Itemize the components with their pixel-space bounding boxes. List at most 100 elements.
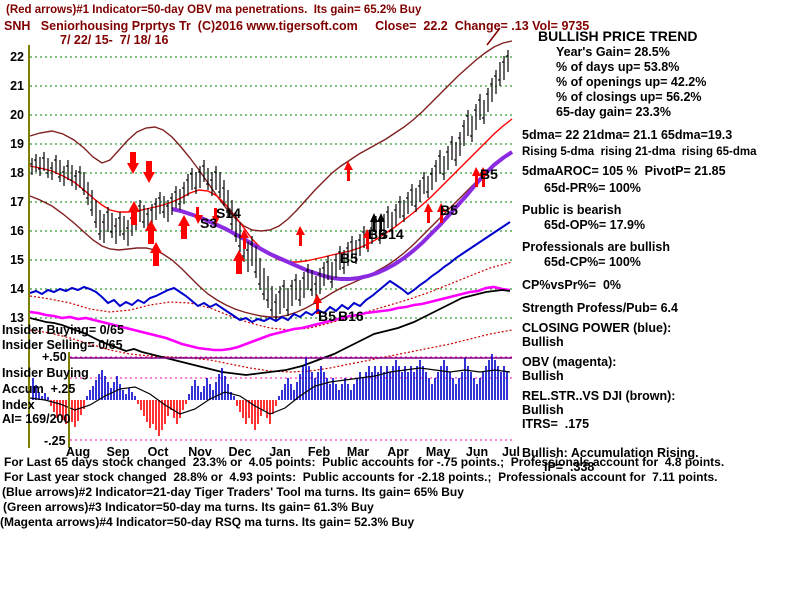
index-label: Index — [2, 398, 35, 412]
y-tick-14: 14 — [10, 282, 24, 296]
insider-selling-count-label: Insider Selling= 0/65 — [2, 338, 123, 352]
panel-ip-value: IP= .338 — [544, 460, 595, 474]
panel-strength-ratio: Strength Profess/Pub= 6.4 — [522, 301, 678, 315]
accum-minus-quarter-tick: -.25 — [44, 434, 66, 448]
sell-arrow-3 — [212, 208, 220, 225]
buy-arrow-3 — [150, 242, 162, 266]
signal-label-s3: S3 — [200, 215, 218, 231]
sell-arrow-1 — [127, 152, 139, 174]
header-slash-mark — [486, 27, 501, 46]
envelope-lower-band — [29, 151, 513, 318]
buy-arrow-7 — [296, 226, 305, 246]
signal-label-b5-e: B5 — [318, 308, 336, 324]
y-tick-13: 13 — [10, 311, 24, 325]
x-tick-jul: Jul — [501, 445, 521, 459]
y-tick-16: 16 — [10, 224, 24, 238]
panel-aroc-pivot: 5dmaAROC= 105 % PivotP= 21.85 — [522, 164, 726, 178]
ai-value-label: AI= 169/200 — [2, 412, 71, 426]
panel-title: BULLISH PRICE TREND — [538, 28, 698, 44]
y-tick-18: 18 — [10, 166, 24, 180]
ma-65-day-line — [171, 150, 514, 281]
buy-arrow-14 — [313, 294, 322, 314]
x-tick-nov: Nov — [188, 445, 212, 459]
y-tick-21: 21 — [10, 79, 24, 93]
panel-openings-up: % of openings up= 42.2% — [556, 75, 707, 89]
accum-smoothing-line — [29, 367, 511, 415]
x-tick-sep: Sep — [106, 445, 130, 459]
x-tick-may: May — [425, 445, 451, 459]
buy-arrows-red — [128, 161, 488, 314]
signal-label-s14: S14 — [216, 205, 241, 221]
panel-65d-pr: 65d-PR%= 100% — [544, 181, 641, 195]
buy-arrow-10 — [437, 203, 446, 223]
panel-closing-power-title: CLOSING POWER (blue): — [522, 321, 672, 335]
accumulation-bars — [32, 354, 508, 436]
indicator-ma-dotted — [29, 261, 513, 373]
accum-label: Accum +.25 — [2, 382, 76, 396]
black-arrow-1 — [370, 213, 378, 232]
signal-label-b14: B14 — [378, 226, 404, 242]
y-tick-17: 17 — [10, 195, 24, 209]
y-tick-19: 19 — [10, 137, 24, 151]
buy-arrow-8 — [363, 229, 372, 249]
accum-plus-half-tick: +.50 — [42, 350, 67, 364]
indicator-header-line: (Red arrows)#1 Indicator=50-day OBV ma p… — [6, 4, 422, 16]
buy-arrow-9 — [424, 203, 433, 223]
buy-arrow-12 — [479, 167, 488, 187]
footer-indicator-3: (Green arrows)#3 Indicator=50-day ma tur… — [3, 500, 374, 514]
insider-buying-count-label: Insider Buying= 0/65 — [2, 323, 124, 337]
panel-closing-power-value: Bullish — [522, 335, 564, 349]
sell-arrow-4 — [194, 207, 203, 224]
buy-arrow-1 — [128, 201, 140, 225]
signal-label-b16: B16 — [338, 308, 364, 324]
x-tick-apr: Apr — [387, 445, 409, 459]
panel-closings-up: % of closings up= 56.2% — [556, 90, 702, 104]
panel-obv-title: OBV (magenta): — [522, 355, 617, 369]
panel-pros-bullish: Professionals are bullish — [522, 240, 670, 254]
accum-gridlines — [70, 356, 512, 441]
buy-arrow-6 — [240, 229, 249, 249]
ma-21-day-line — [29, 118, 513, 263]
y-tick-20: 20 — [10, 108, 24, 122]
panel-accumulation-note: Bullish: Accumulation Rising. — [522, 446, 699, 460]
footer-year-summary: For Last year stock changed 28.8% or 4.9… — [4, 470, 718, 484]
sell-arrow-2 — [143, 161, 155, 183]
panel-obv-value: Bullish — [522, 369, 564, 383]
x-tick-aug: Aug — [65, 445, 91, 459]
sell-arrows-red — [127, 152, 220, 225]
panel-65day-gain: 65-day gain= 23.3% — [556, 105, 671, 119]
black-arrow-2 — [377, 213, 385, 232]
panel-dma-values: 5dma= 22 21dma= 21.1 65dma=19.3 — [522, 128, 733, 142]
envelope-upper-band — [29, 40, 513, 232]
signal-label-b5-d: B5 — [480, 166, 498, 182]
buy-arrow-5 — [178, 215, 190, 239]
panel-cp-vs-pr: CP%vsPr%= 0% — [522, 278, 622, 292]
buy-arrow-13 — [344, 161, 353, 181]
buy-arrow-11 — [472, 167, 481, 187]
closing-power-line — [29, 221, 511, 324]
panel-days-up: % of days up= 53.8% — [556, 60, 680, 74]
rel-strength-line — [29, 289, 511, 376]
obv-line — [29, 285, 511, 352]
panel-public-bearish: Public is bearish — [522, 203, 622, 217]
panel-years-gain: Year's Gain= 28.5% — [556, 45, 670, 59]
x-tick-feb: Feb — [307, 445, 331, 459]
x-tick-oct: Oct — [147, 445, 169, 459]
analysis-right-panel: BULLISH PRICE TREND Year's Gain= 28.5% %… — [520, 28, 800, 474]
x-tick-jan: Jan — [269, 445, 291, 459]
date-range-label: 7/ 22/ 15- 7/ 18/ 16 — [60, 33, 169, 47]
x-tick-jun: Jun — [465, 445, 489, 459]
insider-buying-title: Insider Buying — [2, 366, 89, 380]
panel-rising-dma: Rising 5-dma rising 21-dma rising 65-dma — [522, 146, 757, 158]
footer-65day-summary: For Last 65 days stock changed 23.3% or … — [4, 455, 725, 469]
buy-arrow-4 — [233, 250, 245, 274]
signal-label-b5-b: B5 — [368, 226, 386, 242]
footer-indicator-4: (Magenta arrows)#4 Indicator=50-day RSQ … — [0, 515, 415, 529]
signal-label-b5-c: B5 — [440, 202, 458, 218]
panel-relstr-title: REL.STR..VS DJI (brown): — [522, 389, 676, 403]
buy-arrows-black — [370, 213, 385, 232]
buy-arrow-2 — [145, 220, 157, 244]
ticker-header-line: SNH Seniorhousing Prprtys Tr (C)2016 www… — [4, 19, 590, 33]
